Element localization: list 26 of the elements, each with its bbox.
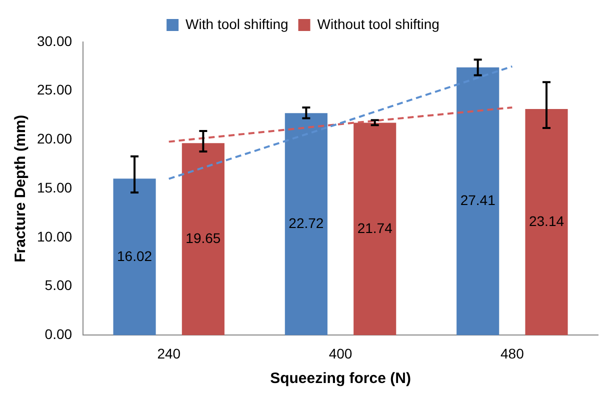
bar [354,122,396,336]
data-label: 21.74 [357,220,393,236]
data-label: 22.72 [288,215,324,232]
y-tick-label: 15.00 [36,179,72,196]
bar [284,113,328,336]
y-tick-label: 10.00 [36,228,72,244]
bar [113,178,156,336]
x-axis-title: Squeezing force (N) [270,370,411,388]
x-tick-label: 240 [157,345,181,362]
y-axis-title: Fracture Depth (mm) [12,114,30,262]
y-tick-label: 20.00 [36,130,72,147]
y-tick-label: 5.00 [44,277,72,294]
data-label: 16.02 [117,248,152,264]
legend-label: With tool shifting [186,16,288,32]
bar [525,109,568,336]
y-tick-label: 0.00 [44,326,72,342]
data-label: 27.41 [460,192,496,208]
bar [456,67,500,336]
y-tick-label: 25.00 [36,82,72,98]
bar [182,143,224,336]
y-tick-label: 30.00 [36,32,72,49]
data-label: 19.65 [186,230,221,246]
data-label: 23.14 [528,212,564,229]
x-tick-label: 480 [500,345,524,362]
legend-label: Without tool shifting [317,16,440,32]
x-tick-label: 400 [328,345,352,362]
